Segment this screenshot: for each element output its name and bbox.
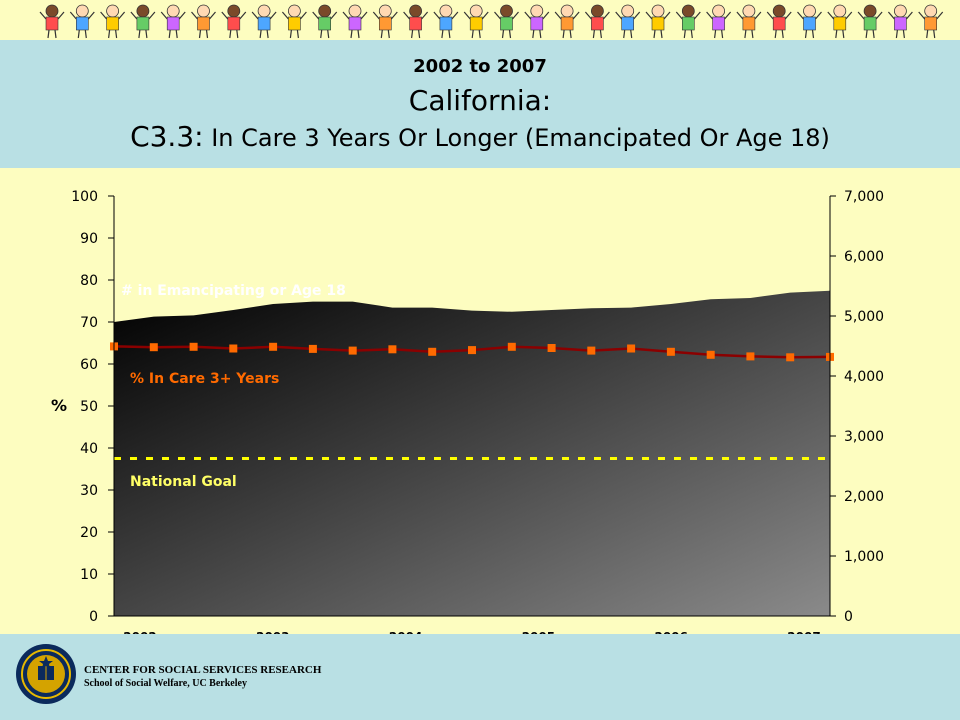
kid-figure-icon: [766, 4, 792, 39]
y-left-tick-label: 30: [80, 483, 98, 499]
pct-marker: [706, 350, 715, 359]
pct-marker: [547, 344, 556, 352]
footer: CENTER FOR SOCIAL SERVICES RESEARCH Scho…: [0, 634, 960, 720]
x-tick-label: 2003: [256, 630, 289, 634]
y-left-tick-label: 100: [71, 189, 98, 205]
kid-figure-icon: [342, 4, 368, 39]
kid-figure-icon: [918, 4, 944, 39]
area-series-label: # in Emancipating or Age 18: [121, 283, 346, 299]
kid-figure-icon: [675, 4, 701, 39]
pct-marker: [428, 347, 437, 356]
pct-marker: [666, 347, 675, 356]
title-band: 2002 to 2007 California: C3.3: In Care 3…: [0, 40, 960, 168]
kid-figure-icon: [797, 4, 822, 39]
kid-figure-icon: [736, 4, 762, 39]
x-tick-label: 2004: [389, 630, 422, 634]
chart-title: C3.3: In Care 3 Years Or Longer (Emancip…: [0, 120, 960, 153]
measure-code: C3.3:: [130, 120, 204, 153]
kid-figure-icon: [251, 4, 277, 39]
x-tick-label: 2006: [654, 630, 687, 634]
university-seal-icon: [16, 644, 76, 704]
kid-figure-icon: [524, 4, 550, 39]
y-left-tick-label: 40: [80, 441, 98, 457]
pct-marker: [388, 345, 397, 354]
kid-figure-icon: [69, 4, 95, 39]
pct-marker: [269, 342, 278, 351]
axes-layer: 0 10 20 30 40 50 60 70 80 90 100 0 1,000 2,000 3,000 4,…: [51, 189, 884, 634]
kid-figure-icon: [281, 4, 307, 39]
measure-name: In Care 3 Years Or Longer (Emancipated O…: [211, 124, 830, 152]
area-series-layer: [114, 290, 830, 616]
y-left-tick-label: 80: [80, 273, 98, 289]
kid-figure-icon: [645, 4, 671, 39]
pct-marker: [149, 343, 158, 352]
kid-figure-icon: [554, 4, 580, 39]
kid-figure-icon: [312, 4, 338, 39]
y-right-tick-label: 1,000: [844, 549, 884, 565]
org-name: CENTER FOR SOCIAL SERVICES RESEARCH: [84, 664, 322, 676]
y-left-tick-label: 70: [80, 315, 98, 331]
x-tick-label: 2002: [123, 630, 156, 634]
kids-banner: [0, 0, 960, 40]
series-labels-layer: # in Emancipating or Age 18 % In Care 3+ …: [121, 283, 346, 490]
kid-figure-icon: [463, 4, 489, 39]
line-series-layer: [110, 342, 834, 362]
kid-figure-icon: [39, 4, 65, 39]
y-right-tick-label: 4,000: [844, 369, 884, 385]
y-left-tick-label: 50: [80, 399, 98, 415]
pct-marker: [587, 346, 596, 355]
x-tick-label: 2007: [787, 630, 820, 634]
kid-figure-icon: [160, 4, 186, 39]
pct-marker: [627, 344, 636, 353]
area-series-emancipating: [114, 290, 830, 616]
pct-marker: [746, 352, 755, 361]
kid-figure-icon: [857, 4, 883, 39]
kid-figure-icon: [191, 4, 216, 39]
x-tick-label: 2005: [522, 630, 555, 634]
pct-marker: [229, 344, 238, 353]
chart-region: California:: [408, 84, 552, 117]
y-left-tick-label: 90: [80, 231, 98, 247]
chart: 0 10 20 30 40 50 60 70 80 90 100 0 1,000 2,000 3,000 4,…: [51, 189, 884, 634]
kid-figure-icon: [221, 4, 247, 39]
pct-marker: [468, 346, 476, 355]
pct-marker: [348, 346, 357, 355]
kid-figure-icon: [130, 4, 156, 39]
kid-figure-icon: [100, 4, 126, 39]
pct-marker: [308, 344, 317, 353]
pct-series-label: % In Care 3+ Years: [130, 371, 279, 387]
y-left-tick-label: 60: [80, 357, 98, 373]
national-goal-label: National Goal: [130, 474, 237, 490]
y-right-tick-label: 3,000: [844, 429, 884, 445]
y-right-tick-label: 5,000: [844, 309, 884, 325]
y-right-tick-label: 6,000: [844, 249, 884, 265]
pct-marker: [189, 342, 198, 351]
kid-figure-icon: [887, 4, 913, 39]
pct-marker: [507, 342, 516, 351]
kid-figure-icon: [706, 4, 732, 39]
y-right-tick-label: 0: [844, 609, 853, 625]
chart-subtitle: 2002 to 2007: [413, 56, 547, 77]
org-subtitle: School of Social Welfare, UC Berkeley: [84, 678, 247, 689]
kid-figure-icon: [403, 4, 429, 39]
kid-figure-icon: [372, 4, 398, 39]
y-left-tick-label: 20: [80, 525, 98, 541]
kid-figure-icon: [584, 4, 610, 39]
y-left-tick-label: 0: [89, 609, 98, 625]
y-left-axis-label: %: [51, 396, 67, 415]
y-right-tick-label: 2,000: [844, 489, 884, 505]
y-right-tick-label: 7,000: [844, 189, 884, 205]
pct-marker: [786, 353, 795, 362]
kid-figure-icon: [615, 4, 641, 39]
kid-figure-icon: [433, 4, 459, 39]
kid-figure-icon: [494, 4, 519, 39]
y-left-tick-label: 10: [80, 567, 98, 583]
kid-figure-icon: [827, 4, 853, 39]
